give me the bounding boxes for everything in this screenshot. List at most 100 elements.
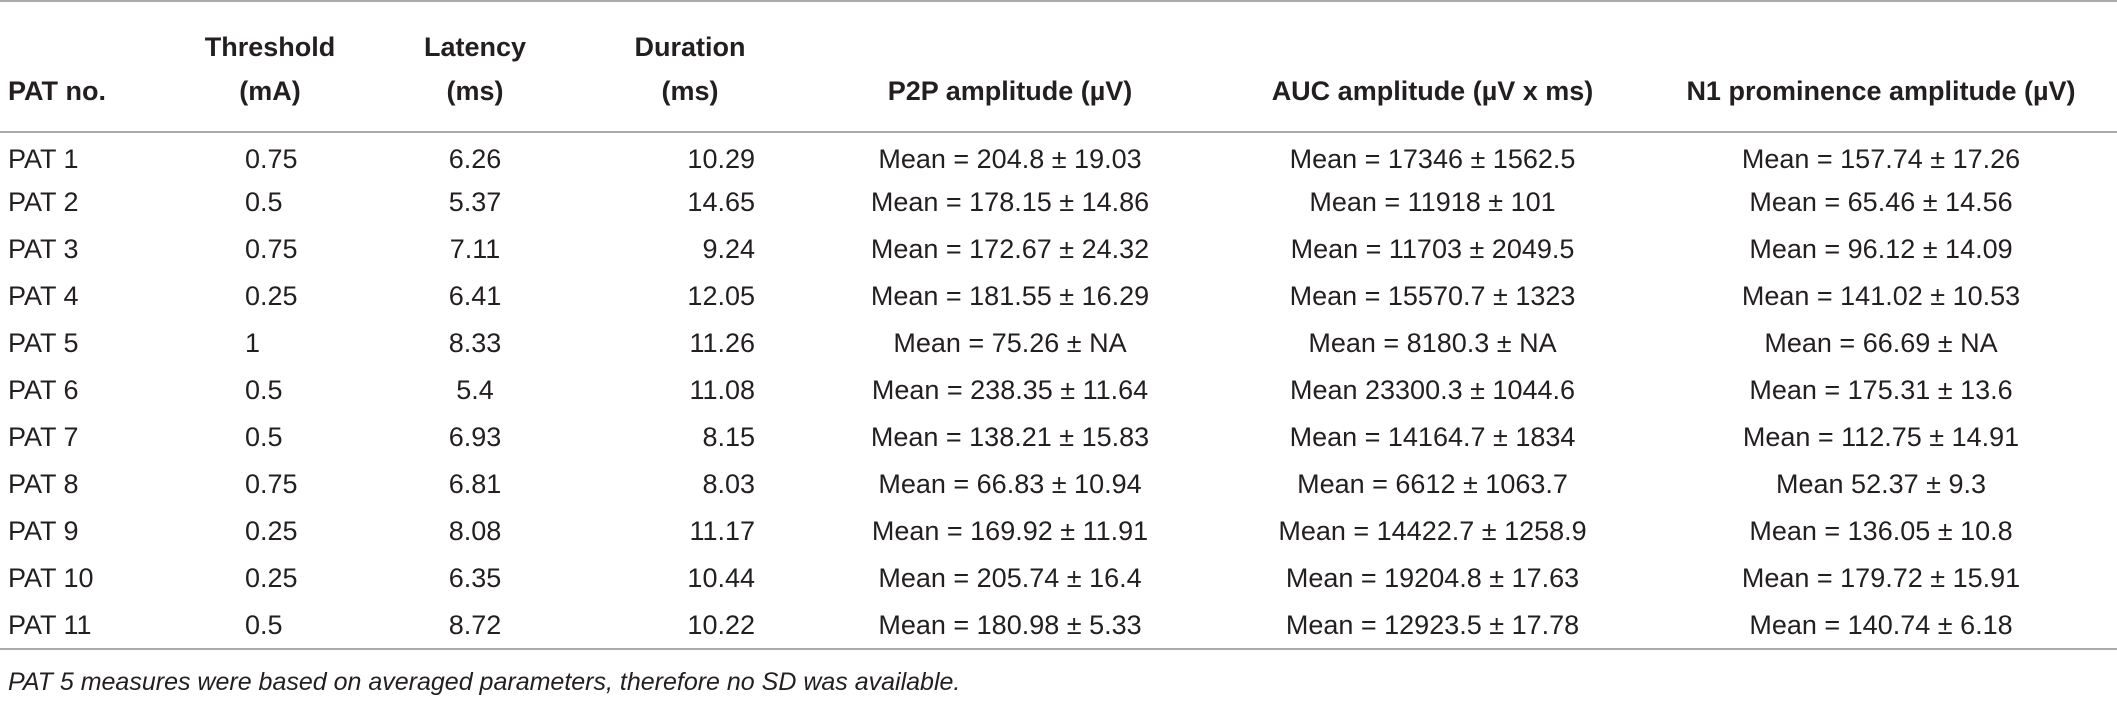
- header-threshold: Threshold (mA): [170, 0, 370, 133]
- cell-latency: 6.41: [448, 281, 502, 311]
- cell-auc-amplitude: Mean = 11703 ± 2049.5: [1290, 234, 1575, 264]
- header-auc-amplitude: AUC amplitude (µV x ms): [1220, 0, 1645, 133]
- cell-duration: 10.44: [687, 563, 755, 593]
- cell-auc-amplitude: Mean = 11918 ± 101: [1309, 187, 1556, 217]
- cell-n1-prominence-amplitude: Mean = 157.74 ± 17.26: [1741, 143, 2021, 174]
- cell-auc-amplitude: Mean 23300.3 ± 1044.6: [1289, 375, 1576, 405]
- cell-p2p-amplitude: Mean = 238.35 ± 11.64: [871, 375, 1149, 405]
- cell-pat-no: PAT 10: [8, 563, 94, 593]
- cell-pat-no: PAT 9: [8, 516, 79, 546]
- cell-threshold: 0.5: [245, 422, 283, 452]
- cell-n1-prominence-amplitude: Mean = 96.12 ± 14.09: [1749, 234, 2013, 264]
- header-duration: Duration (ms): [580, 0, 800, 133]
- table-body: PAT 1 0.75 6.26 10.29 Mean = 204.8 ± 19.03 Me…: [0, 132, 2117, 650]
- cell-latency: 6.93: [448, 422, 502, 452]
- table-row: PAT 5 1 8.33 11.26 Mean = 75.26 ± NA Mean = 8…: [0, 320, 2117, 367]
- table-row: PAT 11 0.5 8.72 10.22 Mean = 180.98 ± 5.33 Me…: [0, 602, 2117, 650]
- cell-pat-no: PAT 8: [8, 469, 79, 499]
- cell-threshold: 0.25: [245, 281, 298, 311]
- cell-auc-amplitude: Mean = 19204.8 ± 17.63: [1285, 563, 1580, 593]
- cell-pat-no: PAT 7: [8, 422, 79, 452]
- cell-duration: 14.65: [687, 187, 755, 217]
- cell-latency: 5.4: [456, 375, 494, 405]
- cell-p2p-amplitude: Mean = 205.74 ± 16.4: [878, 563, 1142, 593]
- cell-duration: 8.15: [702, 422, 755, 452]
- cell-auc-amplitude: Mean = 12923.5 ± 17.78: [1220, 602, 1645, 650]
- cell-auc-amplitude: Mean = 14422.7 ± 1258.9: [1278, 516, 1587, 546]
- header-pat-no: PAT no.: [0, 0, 170, 133]
- cell-auc-amplitude: Mean = 14164.7 ± 1834: [1289, 422, 1576, 452]
- cell-n1-prominence-amplitude: Mean = 179.72 ± 15.91: [1741, 563, 2021, 593]
- cell-p2p-amplitude: Mean = 180.98 ± 5.33: [800, 602, 1220, 650]
- table-footnote: PAT 5 measures were based on averaged pa…: [8, 668, 961, 696]
- cell-p2p-amplitude: Mean = 66.83 ± 10.94: [878, 469, 1142, 499]
- cell-n1-prominence-amplitude: Mean = 136.05 ± 10.8: [1749, 516, 2013, 546]
- cell-latency: 6.35: [448, 563, 502, 593]
- cell-auc-amplitude: Mean = 6612 ± 1063.7: [1297, 469, 1568, 499]
- cell-threshold: 0.5: [170, 602, 370, 650]
- header-n1-prominence-amplitude: N1 prominence amplitude (µV): [1645, 0, 2117, 133]
- cell-n1-prominence-amplitude: Mean = 65.46 ± 14.56: [1749, 187, 2013, 217]
- cell-pat-no: PAT 6: [8, 375, 79, 405]
- cell-latency: 8.08: [448, 516, 502, 546]
- table-row: PAT 1 0.75 6.26 10.29 Mean = 204.8 ± 19.03 Me…: [0, 132, 2117, 179]
- cell-threshold: 0.25: [245, 563, 298, 593]
- cell-auc-amplitude: Mean = 15570.7 ± 1323: [1289, 281, 1576, 311]
- cell-latency: 8.33: [448, 328, 502, 358]
- cell-duration: 8.03: [702, 469, 755, 499]
- cell-latency: 6.26: [448, 143, 502, 174]
- cell-p2p-amplitude: Mean = 181.55 ± 16.29: [870, 281, 1150, 311]
- cell-n1-prominence-amplitude: Mean = 141.02 ± 10.53: [1741, 281, 2021, 311]
- cell-n1-prominence-amplitude: Mean = 112.75 ± 14.91: [1742, 422, 2020, 452]
- cell-n1-prominence-amplitude: Mean = 175.31 ± 13.6: [1749, 375, 2013, 405]
- cell-duration: 9.24: [702, 234, 755, 264]
- cell-p2p-amplitude: Mean = 178.15 ± 14.86: [870, 187, 1150, 217]
- cell-auc-amplitude: Mean = 17346 ± 1562.5: [1289, 143, 1576, 174]
- cell-threshold: 0.75: [245, 234, 298, 264]
- cell-pat-no: PAT 3: [8, 234, 79, 264]
- table-row: PAT 2 0.5 5.37 14.65 Mean = 178.15 ± 14.86 Me…: [0, 179, 2117, 226]
- data-table: PAT no. Threshold (mA) Latency (ms) Durati…: [0, 0, 2117, 650]
- cell-threshold: 0.25: [245, 516, 298, 546]
- cell-threshold: 0.75: [245, 143, 298, 174]
- table-row: PAT 6 0.5 5.4 11.08 Mean = 238.35 ± 11.64 Mea…: [0, 367, 2117, 414]
- cell-duration: 10.22: [580, 602, 800, 650]
- header-latency: Latency (ms): [370, 0, 580, 133]
- cell-latency: 5.37: [448, 187, 502, 217]
- cell-p2p-amplitude: Mean = 169.92 ± 11.91: [871, 516, 1149, 546]
- cell-auc-amplitude: Mean = 8180.3 ± NA: [1308, 328, 1557, 358]
- cell-latency: 6.81: [448, 469, 502, 499]
- cell-duration: 12.05: [687, 281, 755, 311]
- cell-n1-prominence-amplitude: Mean 52.37 ± 9.3: [1776, 469, 1986, 499]
- cell-p2p-amplitude: Mean = 204.8 ± 19.03: [878, 143, 1142, 174]
- cell-n1-prominence-amplitude: Mean = 140.74 ± 6.18: [1645, 602, 2117, 650]
- cell-n1-prominence-amplitude: Mean = 66.69 ± NA: [1764, 328, 1998, 358]
- cell-latency: 8.72: [370, 602, 580, 650]
- cell-duration: 11.17: [689, 516, 755, 546]
- cell-pat-no: PAT 4: [8, 281, 79, 311]
- cell-duration: 11.08: [689, 375, 755, 405]
- cell-duration: 11.26: [689, 328, 755, 358]
- cell-pat-no: PAT 1: [8, 143, 79, 174]
- table-row: PAT 8 0.75 6.81 8.03 Mean = 66.83 ± 10.94 Mea…: [0, 461, 2117, 508]
- table-row: PAT 10 0.25 6.35 10.44 Mean = 205.74 ± 16.4 M…: [0, 555, 2117, 602]
- table-row: PAT 3 0.75 7.11 9.24 Mean = 172.67 ± 24.32 Me…: [0, 226, 2117, 273]
- cell-latency: 7.11: [449, 234, 501, 264]
- header-row: PAT no. Threshold (mA) Latency (ms) Durati…: [0, 0, 2117, 133]
- cell-p2p-amplitude: Mean = 172.67 ± 24.32: [870, 234, 1150, 264]
- cell-duration: 10.29: [687, 143, 755, 174]
- cell-pat-no: PAT 5: [8, 328, 79, 358]
- cell-pat-no: PAT 11: [0, 602, 170, 650]
- cell-pat-no: PAT 2: [8, 187, 79, 217]
- cell-threshold: 0.75: [245, 469, 298, 499]
- cell-threshold: 0.5: [245, 187, 283, 217]
- table-row: PAT 9 0.25 8.08 11.17 Mean = 169.92 ± 11.91 M…: [0, 508, 2117, 555]
- cell-threshold: 0.5: [245, 375, 283, 405]
- table-row: PAT 4 0.25 6.41 12.05 Mean = 181.55 ± 16.29 M…: [0, 273, 2117, 320]
- cell-threshold: 1: [245, 328, 261, 358]
- header-p2p-amplitude: P2P amplitude (µV): [800, 0, 1220, 133]
- cell-p2p-amplitude: Mean = 138.21 ± 15.83: [870, 422, 1150, 452]
- table-row: PAT 7 0.5 6.93 8.15 Mean = 138.21 ± 15.83 Mea…: [0, 414, 2117, 461]
- cell-p2p-amplitude: Mean = 75.26 ± NA: [893, 328, 1127, 358]
